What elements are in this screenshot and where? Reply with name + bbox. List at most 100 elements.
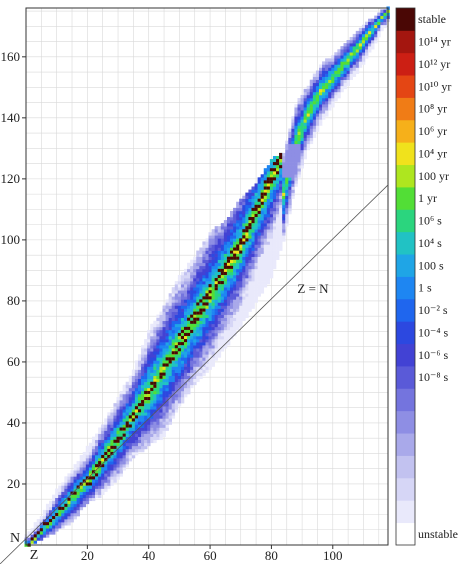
nuclide-cell — [248, 196, 251, 199]
nuclide-cell — [163, 309, 166, 312]
nuclide-cell — [77, 498, 80, 501]
nuclide-cell — [267, 202, 270, 205]
nuclide-cell — [135, 421, 138, 424]
nuclide-cell — [264, 232, 267, 235]
x-tick-label: 60 — [204, 548, 217, 563]
nuclide-cell — [169, 376, 172, 379]
nuclide-cell — [104, 421, 107, 424]
nuclide-cell — [156, 388, 159, 391]
nuclide-cell — [294, 104, 297, 107]
nuclide-cell — [46, 531, 49, 534]
nuclide-cell — [199, 290, 202, 293]
nuclide-cell — [304, 113, 307, 116]
nuclide-cell — [74, 507, 77, 510]
nuclide-cell — [120, 406, 123, 409]
nuclide-cell — [350, 49, 353, 52]
nuclide-cell — [166, 321, 169, 324]
nuclide-cell — [61, 522, 64, 525]
nuclide-cell — [205, 305, 208, 308]
nuclide-cell — [181, 345, 184, 348]
nuclide-cell — [64, 513, 67, 516]
stable-nuclide-cell — [230, 251, 233, 254]
nuclide-cell — [212, 360, 215, 363]
nuclide-cell — [236, 260, 239, 263]
nuclide-cell — [209, 302, 212, 305]
nuclide-cell — [129, 400, 132, 403]
nuclide-cell — [190, 309, 193, 312]
nuclide-cell — [199, 351, 202, 354]
nuclide-cell — [144, 357, 147, 360]
nuclide-cell — [258, 193, 261, 196]
nuclide-cell — [126, 434, 129, 437]
nuclide-cell — [126, 415, 129, 418]
colorbar-label: 10¹⁰ yr — [418, 79, 451, 93]
stable-nuclide-cell — [120, 428, 123, 431]
nuclide-cell — [209, 293, 212, 296]
nuclide-cell — [172, 290, 175, 293]
nuclide-cell — [187, 348, 190, 351]
nuclide-cell — [310, 95, 313, 98]
nuclide-cell — [193, 305, 196, 308]
nuclide-cell — [368, 19, 371, 22]
nuclide-cell — [242, 223, 245, 226]
nuclide-cell — [110, 458, 113, 461]
nuclide-cell — [319, 92, 322, 95]
nuclide-cell — [334, 52, 337, 55]
nuclide-cell — [319, 101, 322, 104]
nuclide-cell — [261, 248, 264, 251]
colorbar-label: 10⁸ yr — [418, 102, 447, 116]
nuclide-cell — [267, 229, 270, 232]
nuclide-cell — [218, 266, 221, 269]
nuclide-cell — [181, 348, 184, 351]
nuclide-cell — [129, 385, 132, 388]
nuclide-cell — [239, 263, 242, 266]
nuclide-cell — [150, 397, 153, 400]
nuclide-cell — [328, 107, 331, 110]
nuclide-cell — [359, 61, 362, 64]
nuclide-cell — [221, 232, 224, 235]
nuclide-cell — [153, 367, 156, 370]
nuclide-cell — [67, 522, 70, 525]
nuclide-cell — [285, 156, 288, 159]
nuclide-cell — [120, 412, 123, 415]
stable-nuclide-cell — [175, 345, 178, 348]
nuclide-cell — [236, 232, 239, 235]
nuclide-cell — [89, 492, 92, 495]
nuclide-cell — [236, 235, 239, 238]
nuclide-cell — [196, 281, 199, 284]
nuclide-cell — [172, 312, 175, 315]
nuclide-cell — [215, 327, 218, 330]
nuclide-cell — [117, 424, 120, 427]
nuclide-cell — [49, 522, 52, 525]
nuclide-cell — [224, 220, 227, 223]
nuclide-cell — [298, 101, 301, 104]
nuclide-cell — [276, 248, 279, 251]
nuclide-cell — [273, 226, 276, 229]
nuclide-cell — [120, 418, 123, 421]
nuclide-cell — [380, 28, 383, 31]
nuclide-cell — [212, 290, 215, 293]
nuclide-cell — [184, 354, 187, 357]
nuclide-cell — [110, 412, 113, 415]
nuclide-cell — [74, 510, 77, 513]
nuclide-cell — [209, 351, 212, 354]
nuclide-cell — [199, 339, 202, 342]
nuclide-cell — [77, 510, 80, 513]
nuclide-cell — [291, 165, 294, 168]
nuclide-cell — [273, 180, 276, 183]
nuclide-cell — [80, 473, 83, 476]
nuclide-cell — [258, 196, 261, 199]
nuclide-cell — [285, 180, 288, 183]
nuclide-cell — [169, 299, 172, 302]
nuclide-cell — [313, 113, 316, 116]
nuclide-cell — [172, 345, 175, 348]
nuclide-cell — [347, 52, 350, 55]
stable-nuclide-cell — [279, 156, 282, 159]
nuclide-cell — [190, 318, 193, 321]
nuclide-cell — [282, 165, 285, 168]
nuclide-cell — [205, 309, 208, 312]
nuclide-cell — [334, 98, 337, 101]
nuclide-cell — [230, 229, 233, 232]
nuclide-cell — [273, 174, 276, 177]
nuclide-cell — [129, 431, 132, 434]
